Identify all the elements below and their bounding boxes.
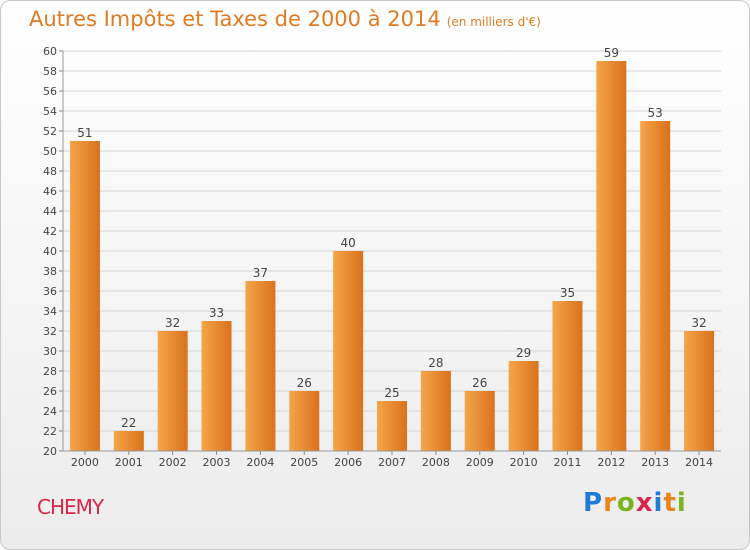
bar xyxy=(377,401,407,451)
data-label: 35 xyxy=(560,286,575,300)
logo-letter: o xyxy=(616,488,636,518)
commune-name: CHEMY xyxy=(37,495,104,519)
x-tick-label: 2006 xyxy=(334,456,362,469)
logo-letter: x xyxy=(635,488,654,518)
bar xyxy=(552,301,583,451)
logo-letter: t xyxy=(663,488,677,518)
y-tick-label: 48 xyxy=(43,165,57,178)
x-tick-label: 2012 xyxy=(597,456,625,469)
x-tick-label: 2007 xyxy=(378,456,406,469)
y-tick-label: 50 xyxy=(43,145,57,158)
y-tick-label: 26 xyxy=(43,385,57,398)
chart-title: Autres Impôts et Taxes de 2000 à 2014 (en… xyxy=(29,7,541,31)
logo-letter: r xyxy=(603,488,617,518)
y-tick-label: 42 xyxy=(43,225,57,238)
y-tick-label: 22 xyxy=(43,425,57,438)
bar xyxy=(596,61,627,451)
x-tick-label: 2005 xyxy=(290,456,318,469)
logo-letter: i xyxy=(653,488,664,518)
bar xyxy=(245,281,276,451)
x-tick-label: 2004 xyxy=(246,456,274,469)
bar xyxy=(640,121,671,451)
x-tick-label: 2010 xyxy=(510,456,538,469)
y-tick-label: 24 xyxy=(43,405,57,418)
y-tick-label: 30 xyxy=(43,345,57,358)
data-label: 53 xyxy=(648,106,663,120)
logo-letter: i xyxy=(676,488,687,518)
y-tick-label: 60 xyxy=(43,45,57,58)
x-tick-label: 2011 xyxy=(553,456,581,469)
data-label: 33 xyxy=(209,306,224,320)
data-label: 40 xyxy=(340,236,355,250)
data-label: 28 xyxy=(428,356,443,370)
y-tick-label: 36 xyxy=(43,285,57,298)
bar xyxy=(508,361,539,451)
data-label: 32 xyxy=(691,316,706,330)
x-tick-label: 2008 xyxy=(422,456,450,469)
y-tick-label: 44 xyxy=(43,205,57,218)
bar xyxy=(420,371,451,451)
bar xyxy=(684,331,715,451)
logo-letter: P xyxy=(583,488,604,518)
data-label: 26 xyxy=(472,376,487,390)
y-tick-label: 32 xyxy=(43,325,57,338)
x-tick-label: 2013 xyxy=(641,456,669,469)
x-tick-label: 2002 xyxy=(159,456,187,469)
x-tick-label: 2000 xyxy=(71,456,99,469)
x-tick-label: 2001 xyxy=(115,456,143,469)
y-tick-label: 40 xyxy=(43,245,57,258)
bar xyxy=(69,141,100,451)
bar xyxy=(157,331,188,451)
x-tick-label: 2014 xyxy=(685,456,713,469)
data-label: 32 xyxy=(165,316,180,330)
chart-unit: (en milliers d'€) xyxy=(446,15,541,29)
y-tick-label: 58 xyxy=(43,65,57,78)
y-tick-label: 54 xyxy=(43,105,57,118)
y-tick-label: 28 xyxy=(43,365,57,378)
chart-title-text: Autres Impôts et Taxes de 2000 à 2014 xyxy=(29,7,441,31)
x-tick-label: 2003 xyxy=(203,456,231,469)
data-label: 29 xyxy=(516,346,531,360)
bar xyxy=(201,321,232,451)
y-axis: 20 22 24 26 28 30 32 34 36 38 40 42 44 46 48 50 52 54 56 58… xyxy=(43,45,64,458)
y-tick-label: 34 xyxy=(43,305,57,318)
y-tick-label: 46 xyxy=(43,185,57,198)
proxiti-logo: Proxiti xyxy=(583,488,687,518)
data-label: 26 xyxy=(297,376,312,390)
bars: 51 22 32 33 37 26 40 25 28 26 29 35 59 53 32 xyxy=(69,46,715,451)
data-label: 22 xyxy=(121,416,136,430)
y-tick-label: 52 xyxy=(43,125,57,138)
bar xyxy=(464,391,495,451)
x-axis: 2000 2001 2002 2003 2004 2005 2006 2007 2008 2009… xyxy=(63,450,721,469)
bar xyxy=(333,251,364,451)
x-tick-label: 2009 xyxy=(466,456,494,469)
data-label: 59 xyxy=(604,46,619,60)
y-tick-label: 56 xyxy=(43,85,57,98)
y-tick-label: 38 xyxy=(43,265,57,278)
y-tick-label: 20 xyxy=(43,445,57,458)
data-label: 51 xyxy=(77,126,92,140)
bar xyxy=(113,431,144,451)
data-label: 37 xyxy=(253,266,268,280)
data-label: 25 xyxy=(384,386,399,400)
bar xyxy=(289,391,320,451)
